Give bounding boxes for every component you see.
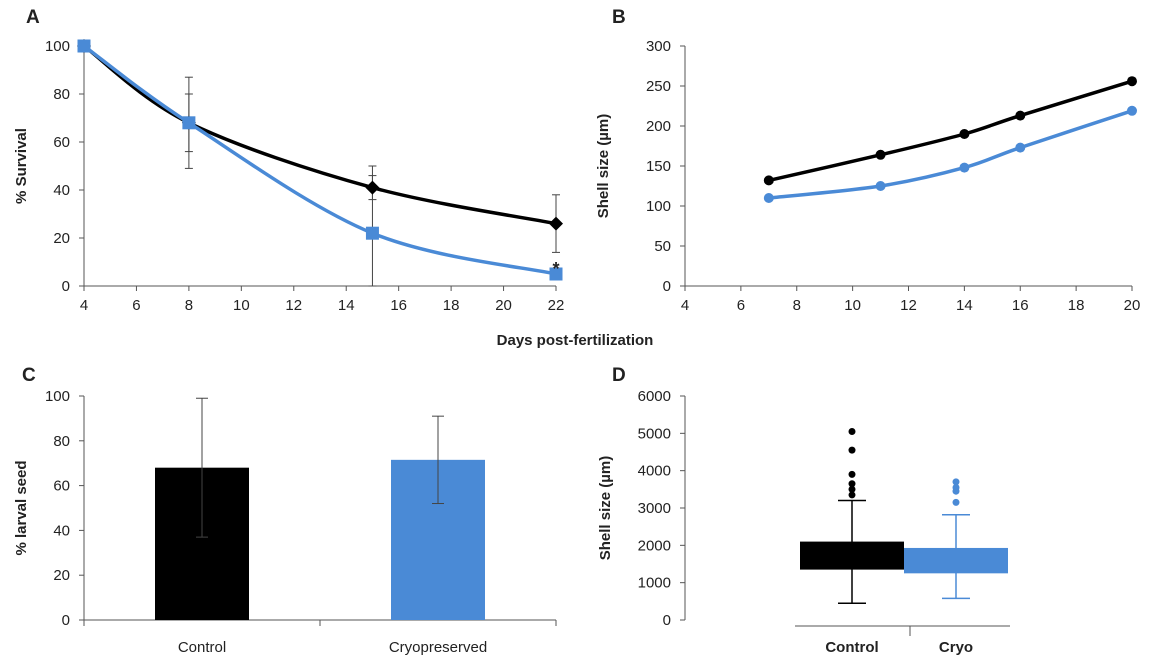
- panel-a-cryo-line: [82, 44, 557, 276]
- panel-d: D Shell size (µm) 0 1000 2000 3000 4000 5000 6…: [597, 365, 1010, 656]
- panel-d-control-outlier: [848, 491, 856, 499]
- panel-a: A % Survival Days post-fertilization 0 20…: [13, 7, 653, 349]
- panel-a-x-tick-label: 6: [132, 297, 140, 314]
- panel-a-y-tick-label: 40: [53, 182, 70, 199]
- panel-b-x-tick-label: 10: [844, 297, 861, 314]
- panel-b-x-tick-label: 20: [1124, 297, 1141, 314]
- panel-a-x-tick-label: 20: [495, 297, 512, 314]
- panel-c-y-tick-label: 0: [62, 612, 70, 629]
- panel-c-y-tick-label: 100: [45, 388, 70, 405]
- panel-b-y-tick-label: 200: [646, 118, 671, 135]
- panel-b: B Shell size (µm) 0 50 100 150 200 250 300 4 6 8 1…: [595, 7, 1140, 314]
- panel-c-y-tick-label: 40: [53, 522, 70, 539]
- panel-b-x-tick-label: 14: [956, 297, 973, 314]
- panel-a-cryo-point: [549, 267, 563, 281]
- panel-a-x-tick-label: 8: [185, 297, 193, 314]
- panel-c-ylabel: % larval seed: [13, 460, 30, 555]
- panel-a-x-tick-label: 14: [338, 297, 355, 314]
- panel-c-y-tick-label: 20: [53, 567, 70, 584]
- panel-b-y-tick-label: 300: [646, 38, 671, 55]
- panel-d-y-tick-label: 6000: [638, 388, 671, 405]
- panel-d-y-tick-label: 3000: [638, 500, 671, 517]
- panel-a-y-tick-label: 0: [62, 278, 70, 295]
- panel-d-control-outlier: [848, 485, 856, 493]
- panel-b-y-tick-label: 100: [646, 198, 671, 215]
- panel-d-control-outlier: [848, 446, 856, 454]
- panel-d-y-tick-label: 0: [663, 612, 671, 629]
- panel-a-ylabel: % Survival: [13, 128, 30, 204]
- panel-b-control-point: [1015, 110, 1026, 121]
- panel-a-x-tick-label: 4: [80, 297, 88, 314]
- panel-a-control-point: [365, 180, 380, 195]
- panel-a-xlabel: Days post-fertilization: [497, 332, 654, 349]
- panel-d-control-outlier: [848, 470, 856, 478]
- panel-b-control-point: [875, 149, 886, 160]
- panel-c: C % larval seed 0 20 40 60 80 100 Control Cryop…: [13, 365, 557, 656]
- panel-a-y-tick-label: 20: [53, 230, 70, 247]
- panel-b-x-tick-label: 12: [900, 297, 917, 314]
- panel-d-y-tick-label: 5000: [638, 425, 671, 442]
- panel-b-control-point: [1127, 76, 1137, 87]
- panel-b-cryo-point: [1127, 105, 1137, 116]
- panel-d-cryo-outlier: [952, 498, 960, 506]
- panel-a-x-tick-label: 22: [548, 297, 565, 314]
- panel-c-category-label: Control: [178, 639, 226, 656]
- panel-c-label: C: [22, 365, 36, 386]
- panel-d-y-tick-label: 1000: [638, 575, 671, 592]
- panel-d-label: D: [612, 365, 626, 386]
- panel-c-category-label: Cryopreserved: [389, 639, 487, 656]
- panel-d-y-tick-label: 4000: [638, 463, 671, 480]
- panel-b-y-tick-label: 250: [646, 78, 671, 95]
- panel-b-y-tick-label: 0: [663, 278, 671, 295]
- panel-d-control-outlier: [848, 427, 856, 435]
- panel-a-x-tick-label: 10: [233, 297, 250, 314]
- panel-b-control-point: [959, 129, 970, 139]
- panel-b-y-tick-label: 150: [646, 158, 671, 175]
- panel-d-category-label: Control: [825, 639, 878, 656]
- panel-b-y-tick-label: 50: [654, 238, 671, 255]
- panel-a-y-tick-label: 100: [45, 38, 70, 55]
- panel-a-significance-annotation: *: [552, 259, 559, 279]
- panel-b-cryo-point: [763, 193, 774, 203]
- panel-b-control-point: [763, 175, 774, 186]
- panel-a-control-line: [82, 44, 557, 226]
- panel-b-x-tick-label: 18: [1068, 297, 1085, 314]
- panel-b-x-tick-label: 6: [737, 297, 745, 314]
- panel-b-x-tick-label: 8: [793, 297, 801, 314]
- panel-a-x-tick-label: 18: [443, 297, 460, 314]
- panel-b-cryo-point: [959, 162, 970, 173]
- panel-a-x-tick-label: 12: [285, 297, 302, 314]
- panel-c-y-tick-label: 80: [53, 433, 70, 450]
- panel-b-x-tick-label: 4: [681, 297, 689, 314]
- panel-d-y-tick-label: 2000: [638, 537, 671, 554]
- panel-b-cryo-line: [768, 109, 1133, 200]
- panel-b-label: B: [612, 7, 626, 28]
- panel-d-cryo-outlier: [952, 483, 960, 491]
- panel-b-cryo-point: [875, 181, 886, 191]
- panel-b-cryo-point: [1015, 142, 1026, 153]
- panel-a-y-tick-label: 80: [53, 86, 70, 103]
- panel-d-control-box: [800, 541, 904, 570]
- panel-a-control-point: [549, 216, 563, 231]
- panel-b-ylabel: Shell size (µm): [595, 114, 612, 219]
- panel-a-cryo-point: [182, 116, 196, 130]
- panel-b-x-tick-label: 16: [1012, 297, 1029, 314]
- panel-d-cryo-box: [904, 547, 1008, 574]
- panel-a-cryo-point: [365, 226, 379, 240]
- panel-d-control-outlier: [848, 480, 856, 488]
- panel-a-cryo-point: [77, 39, 91, 53]
- panel-d-category-label: Cryo: [939, 639, 973, 656]
- panel-a-label: A: [26, 7, 40, 28]
- panel-c-y-tick-label: 60: [53, 478, 70, 495]
- panel-d-ylabel: Shell size (µm): [597, 456, 614, 561]
- panel-d-cryo-outlier: [952, 478, 960, 486]
- panel-a-y-tick-label: 60: [53, 134, 70, 151]
- panel-b-control-line: [768, 79, 1133, 183]
- panel-a-x-tick-label: 16: [390, 297, 407, 314]
